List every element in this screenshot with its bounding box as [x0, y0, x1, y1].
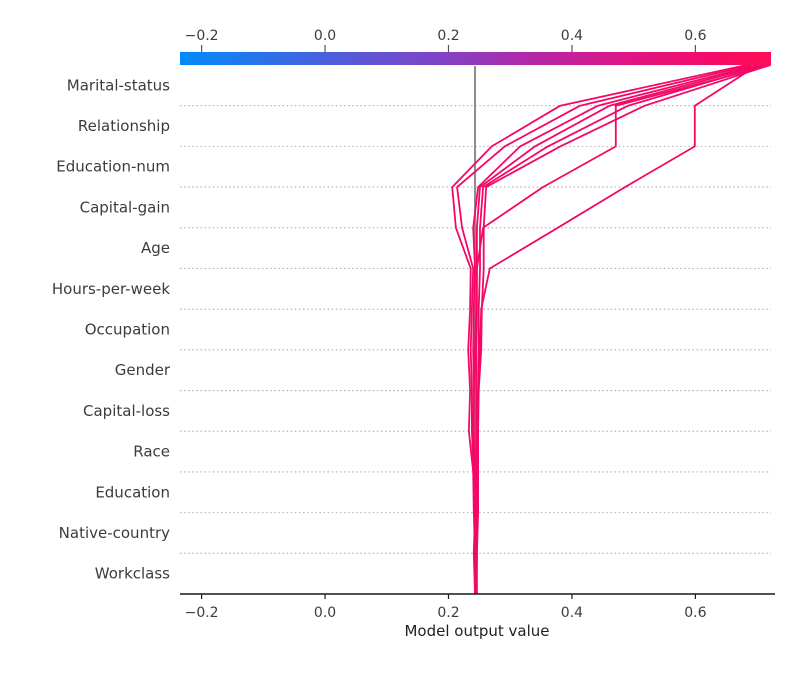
- colorbar-group: −0.2 0.0 0.2 0.4 0.6: [180, 28, 771, 65]
- feature-label: Marital-status: [67, 76, 170, 94]
- feature-label: Education: [95, 483, 170, 501]
- feature-value-colorbar: [180, 52, 771, 65]
- colorbar-tick-label: 0.4: [561, 28, 583, 44]
- feature-label: Education-num: [56, 158, 170, 176]
- feature-label: Capital-gain: [80, 198, 170, 216]
- x-axis-title: Model output value: [404, 622, 549, 640]
- x-axis-tick-label: 0.2: [437, 605, 459, 621]
- feature-label: Native-country: [59, 524, 170, 542]
- feature-label: Workclass: [95, 565, 170, 583]
- decision-path: [475, 64, 759, 594]
- feature-label: Gender: [115, 361, 171, 379]
- colorbar-tick-label: 0.2: [437, 28, 459, 44]
- decision-path: [475, 64, 771, 594]
- feature-label: Age: [141, 239, 170, 257]
- colorbar-tick-label: 0.0: [314, 28, 336, 44]
- colorbar-tick-label: 0.6: [684, 28, 706, 44]
- decision-path: [475, 64, 763, 594]
- feature-labels-group: Marital-status Relationship Education-num C…: [52, 76, 171, 582]
- decision-paths-group: [451, 64, 771, 595]
- decision-path: [451, 64, 747, 594]
- x-axis-tick-label: 0.6: [684, 605, 706, 621]
- x-axis-tick-label: 0.0: [314, 605, 336, 621]
- feature-label: Capital-loss: [83, 402, 170, 420]
- feature-label: Occupation: [85, 321, 170, 339]
- x-axis-tick-label: −0.2: [185, 605, 219, 621]
- x-axis-group: −0.2 0.0 0.2 0.4 0.6: [180, 593, 775, 621]
- decision-path: [475, 64, 766, 595]
- x-axis-tick-label: 0.4: [561, 605, 583, 621]
- decision-path: [456, 64, 752, 595]
- decision-path: [472, 64, 771, 594]
- colorbar-tick-label: −0.2: [185, 28, 219, 44]
- feature-label: Race: [133, 443, 170, 461]
- feature-label: Relationship: [78, 117, 170, 135]
- feature-label: Hours-per-week: [52, 280, 170, 298]
